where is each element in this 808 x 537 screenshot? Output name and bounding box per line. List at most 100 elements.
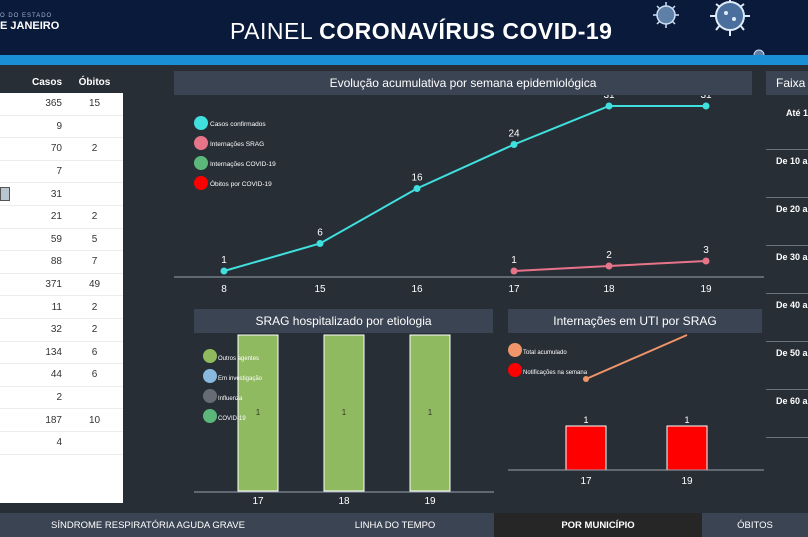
x-tick-label: 17 bbox=[252, 496, 264, 507]
legend-label: Óbitos por COVID-19 bbox=[210, 179, 272, 188]
table-row[interactable]: 371 49 bbox=[0, 274, 123, 297]
etiology-chart: 1 1 1 Outros agentes Em investigação Influenz… bbox=[194, 334, 494, 507]
table-row[interactable]: 88 7 bbox=[0, 251, 123, 274]
table-row[interactable]: 2 bbox=[0, 387, 123, 410]
age-bucket-label: De 60 a bbox=[766, 389, 808, 438]
obitos-cell: 49 bbox=[88, 279, 101, 291]
bar-value-label: 1 bbox=[428, 408, 433, 417]
table-row[interactable]: 4 bbox=[0, 432, 123, 455]
x-tick-label: 19 bbox=[681, 476, 693, 487]
tab-linha-do-tempo[interactable]: LINHA DO TEMPO bbox=[296, 513, 494, 537]
tab-por-municipio[interactable]: POR MUNICÍPIO bbox=[494, 513, 702, 537]
obitos-cell: 6 bbox=[91, 346, 98, 358]
etiology-bar bbox=[237, 334, 279, 492]
table-row[interactable]: 32 2 bbox=[0, 319, 123, 342]
x-tick-label: 19 bbox=[424, 496, 436, 507]
table-row[interactable]: 31 bbox=[0, 183, 123, 206]
table-row[interactable]: 134 6 bbox=[0, 342, 123, 365]
series-line bbox=[585, 334, 688, 380]
casos-cell: 70 bbox=[50, 143, 62, 155]
x-tick-label: 16 bbox=[411, 284, 423, 295]
municipality-table: Casos Óbitos 365 15 9 70 2 7 31 21 2 59 5 88 7 371 49 1… bbox=[0, 71, 123, 503]
age-panel-title: Faixa bbox=[766, 71, 808, 95]
casos-cell: 371 bbox=[45, 279, 62, 291]
bar-value-label: 1 bbox=[583, 415, 588, 425]
etiology-bar bbox=[323, 334, 365, 492]
legend-marker bbox=[194, 136, 208, 150]
header-accent-bar bbox=[0, 55, 808, 65]
data-label: 31 bbox=[700, 95, 712, 101]
age-bucket-label: De 10 a bbox=[766, 149, 808, 198]
table-row[interactable]: 59 5 bbox=[0, 229, 123, 252]
x-tick-label: 19 bbox=[700, 284, 712, 295]
header-obitos[interactable]: Óbitos bbox=[78, 76, 111, 88]
casos-cell: 31 bbox=[50, 188, 62, 200]
casos-cell: 59 bbox=[50, 233, 62, 245]
legend-label: Em investigação bbox=[218, 376, 263, 382]
legend-marker bbox=[194, 156, 208, 170]
header-casos[interactable]: Casos bbox=[31, 76, 62, 88]
legend-marker bbox=[508, 363, 522, 377]
legend-label: COVID-19 bbox=[218, 416, 246, 422]
table-row[interactable]: 11 2 bbox=[0, 296, 123, 319]
x-tick-label: 18 bbox=[338, 496, 350, 507]
page-title: PAINEL CORONAVÍRUS COVID-19 bbox=[230, 18, 612, 45]
casos-cell: 4 bbox=[56, 437, 62, 449]
legend-label: Influenza bbox=[218, 396, 243, 402]
obitos-cell: 15 bbox=[88, 98, 101, 110]
virus-icon-small bbox=[653, 2, 679, 28]
legend-marker bbox=[203, 349, 217, 363]
uti-chart-title: Internações em UTI por SRAG bbox=[508, 309, 762, 333]
table-row[interactable]: 44 6 bbox=[0, 364, 123, 387]
legend-label: Outros agentes bbox=[218, 356, 259, 362]
etiology-bar bbox=[409, 334, 451, 492]
legend-marker bbox=[508, 343, 522, 357]
x-tick-label: 8 bbox=[221, 284, 227, 295]
x-tick-label: 18 bbox=[603, 284, 615, 295]
data-point bbox=[316, 240, 324, 247]
data-label: 1 bbox=[221, 255, 227, 266]
page-title-bold: CORONAVÍRUS COVID-19 bbox=[319, 18, 613, 44]
table-row[interactable]: 7 bbox=[0, 161, 123, 184]
table-header: Casos Óbitos bbox=[0, 71, 123, 93]
age-panel: Até 1 De 10 a De 20 a De 30 a De 40 a De 50 a… bbox=[766, 71, 808, 509]
page-title-light: PAINEL bbox=[230, 18, 320, 44]
table-body: 365 15 9 70 2 7 31 21 2 59 5 88 7 371 49 11 2 32 2 134 6 44 6 2… bbox=[0, 93, 123, 455]
tab-obitos[interactable]: ÓBITOS bbox=[702, 513, 808, 537]
uti-chart: 1 1 Total acumulado Notificações na semana 1… bbox=[508, 334, 764, 487]
data-label: 24 bbox=[508, 129, 520, 140]
uti-bar bbox=[666, 425, 708, 471]
age-bucket-label: Até 1 bbox=[766, 101, 808, 150]
line-chart-title: Evolução acumulativa por semana epidemio… bbox=[174, 71, 752, 95]
obitos-cell: 10 bbox=[88, 414, 101, 426]
etiology-chart-title: SRAG hospitalizado por etiologia bbox=[194, 309, 493, 333]
data-point bbox=[605, 262, 613, 270]
age-bucket-label: De 30 a bbox=[766, 245, 808, 294]
casos-cell: 2 bbox=[56, 392, 62, 404]
table-row[interactable]: 21 2 bbox=[0, 206, 123, 229]
table-row[interactable]: 187 10 bbox=[0, 409, 123, 432]
casos-cell: 21 bbox=[50, 211, 62, 223]
legend-label: Total acumulado bbox=[523, 350, 567, 356]
legend-marker bbox=[203, 369, 217, 383]
age-bucket-label: De 50 a bbox=[766, 341, 808, 390]
casos-cell: 88 bbox=[50, 256, 62, 268]
legend-marker bbox=[203, 409, 217, 423]
virus-icon-large bbox=[710, 0, 750, 36]
bar-value-label: 1 bbox=[256, 408, 261, 417]
bottom-tab-bar: SÍNDROME RESPIRATÓRIA AGUDA GRAVE LINHA … bbox=[0, 513, 808, 537]
bar-value-label: 1 bbox=[342, 408, 347, 417]
data-label: 31 bbox=[603, 95, 615, 101]
age-bucket-label: De 40 a bbox=[766, 293, 808, 342]
data-point bbox=[220, 267, 228, 275]
data-point bbox=[605, 102, 613, 110]
tab-srag[interactable]: SÍNDROME RESPIRATÓRIA AGUDA GRAVE bbox=[0, 513, 296, 537]
data-label: 6 bbox=[317, 228, 323, 239]
legend-marker bbox=[194, 116, 208, 130]
table-row[interactable]: 70 2 bbox=[0, 138, 123, 161]
virus-icon-tiny bbox=[753, 49, 765, 55]
table-row[interactable]: 365 15 bbox=[0, 93, 123, 116]
legend-label: Notificações na semana bbox=[523, 370, 588, 376]
age-bucket-label: De 20 a bbox=[766, 197, 808, 246]
table-row[interactable]: 9 bbox=[0, 116, 123, 139]
